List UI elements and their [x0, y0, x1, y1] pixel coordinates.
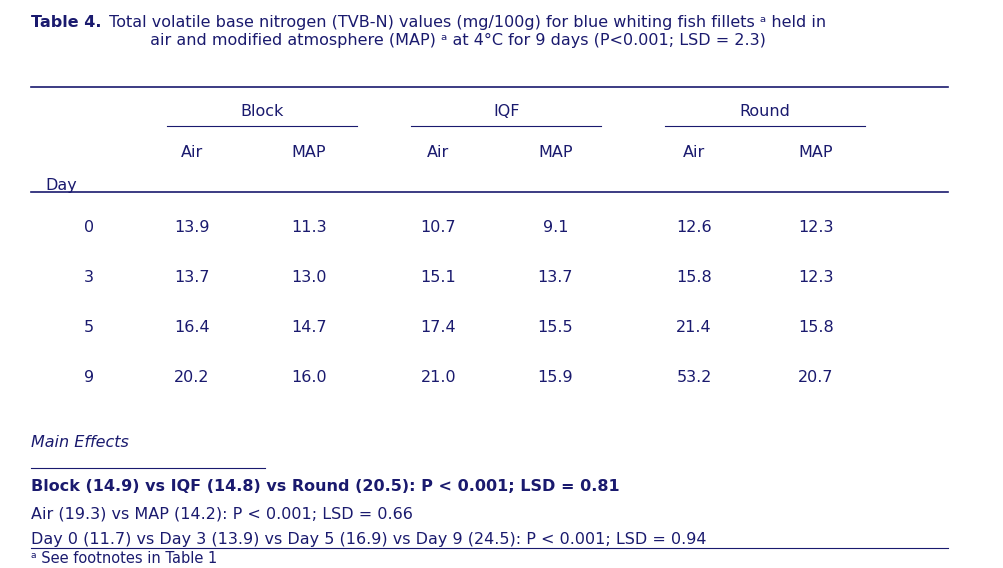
Text: 15.5: 15.5 — [538, 320, 573, 335]
Text: 10.7: 10.7 — [420, 220, 455, 235]
Text: Table 4.: Table 4. — [31, 15, 101, 30]
Text: Day 0 (11.7) vs Day 3 (13.9) vs Day 5 (16.9) vs Day 9 (24.5): P < 0.001; LSD = 0: Day 0 (11.7) vs Day 3 (13.9) vs Day 5 (1… — [31, 532, 705, 547]
Text: Round: Round — [738, 103, 789, 119]
Text: 15.8: 15.8 — [797, 320, 832, 335]
Text: 0: 0 — [84, 220, 94, 235]
Text: Main Effects: Main Effects — [31, 435, 128, 450]
Text: 15.8: 15.8 — [675, 270, 711, 285]
Text: 13.7: 13.7 — [174, 270, 210, 285]
Text: Block (14.9) vs IQF (14.8) vs Round (20.5): P < 0.001; LSD = 0.81: Block (14.9) vs IQF (14.8) vs Round (20.… — [31, 479, 619, 494]
Text: 21.4: 21.4 — [675, 320, 711, 335]
Text: Block: Block — [241, 103, 284, 119]
Text: 13.9: 13.9 — [174, 220, 210, 235]
Text: Air (19.3) vs MAP (14.2): P < 0.001; LSD = 0.66: Air (19.3) vs MAP (14.2): P < 0.001; LSD… — [31, 507, 412, 522]
Text: 17.4: 17.4 — [420, 320, 455, 335]
Text: Day: Day — [45, 178, 77, 193]
Text: 9: 9 — [84, 370, 94, 385]
Text: 13.0: 13.0 — [291, 270, 326, 285]
Text: ᵃ See footnotes in Table 1: ᵃ See footnotes in Table 1 — [31, 551, 217, 566]
Text: 5: 5 — [84, 320, 94, 335]
Text: Air: Air — [682, 145, 704, 160]
Text: 14.7: 14.7 — [291, 320, 326, 335]
Text: Air: Air — [427, 145, 449, 160]
Text: 12.6: 12.6 — [675, 220, 711, 235]
Text: MAP: MAP — [538, 145, 572, 160]
Text: MAP: MAP — [797, 145, 832, 160]
Text: Total volatile base nitrogen (TVB-N) values (mg/100g) for blue whiting fish fill: Total volatile base nitrogen (TVB-N) val… — [103, 15, 825, 48]
Text: 11.3: 11.3 — [291, 220, 326, 235]
Text: 20.7: 20.7 — [797, 370, 832, 385]
Text: 15.9: 15.9 — [538, 370, 573, 385]
Text: 53.2: 53.2 — [676, 370, 711, 385]
Text: 12.3: 12.3 — [797, 270, 832, 285]
Text: IQF: IQF — [492, 103, 519, 119]
Text: 21.0: 21.0 — [420, 370, 455, 385]
Text: 9.1: 9.1 — [543, 220, 568, 235]
Text: 13.7: 13.7 — [538, 270, 573, 285]
Text: 12.3: 12.3 — [797, 220, 832, 235]
Text: 20.2: 20.2 — [174, 370, 210, 385]
Text: 15.1: 15.1 — [420, 270, 455, 285]
Text: MAP: MAP — [291, 145, 326, 160]
Text: 3: 3 — [84, 270, 94, 285]
Text: 16.0: 16.0 — [291, 370, 326, 385]
Text: 16.4: 16.4 — [174, 320, 210, 335]
Text: Air: Air — [181, 145, 203, 160]
